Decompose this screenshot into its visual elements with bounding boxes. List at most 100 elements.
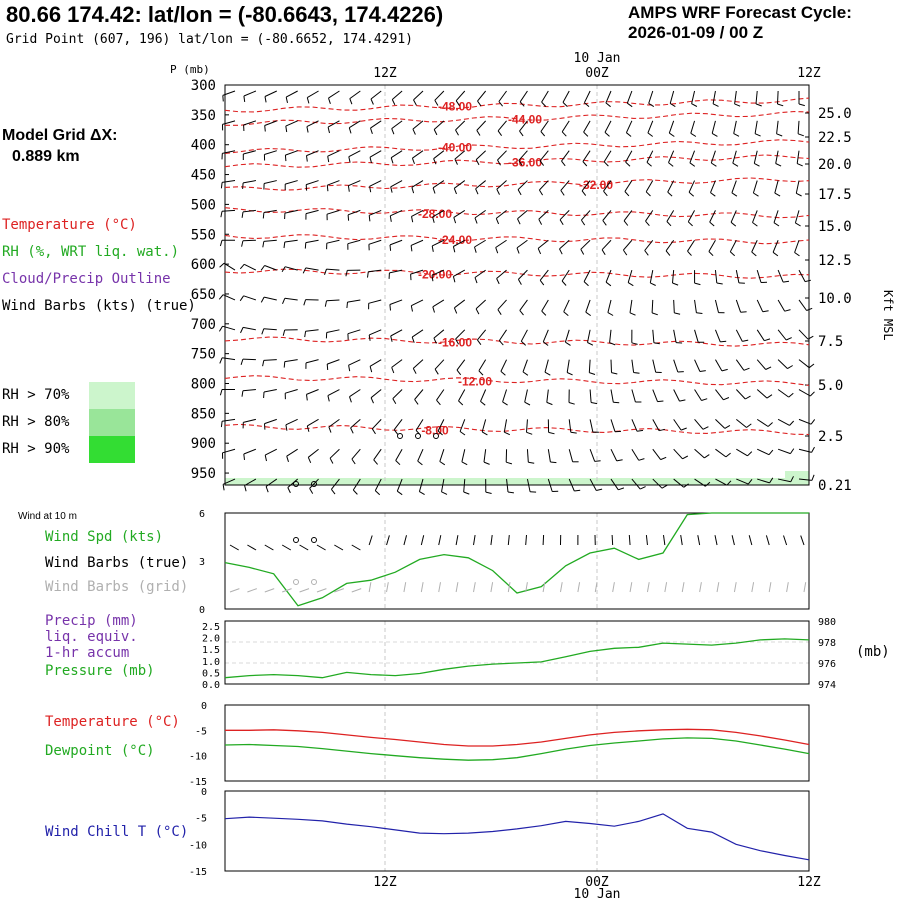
wind-barb-shaft (390, 329, 403, 337)
wind-barb-grid (733, 582, 737, 593)
wind-barb (328, 90, 340, 104)
wind-barb-flag (583, 281, 589, 287)
wind-barb-flag (773, 222, 780, 227)
wind-barb-shaft (714, 329, 721, 343)
isotherm-line (224, 375, 810, 386)
wind-barb (583, 120, 591, 137)
wind-barb (757, 477, 774, 484)
wind-barb-shaft (459, 419, 466, 432)
wind-barb (437, 419, 445, 436)
isotherm-line (224, 268, 810, 279)
wind-barb (796, 150, 803, 167)
top-date-label: 10 Jan (574, 51, 621, 66)
wind-barb-shaft (417, 449, 424, 462)
wind-barb-shaft (539, 269, 549, 281)
wind-barb (348, 120, 361, 134)
wind-barb-flag (411, 158, 415, 164)
wind-barb-shaft (756, 299, 764, 312)
wind-barb-shaft (285, 120, 298, 127)
wind-barb (667, 180, 675, 197)
wind-barb (497, 120, 507, 136)
wind-barb-flag (282, 298, 286, 304)
wind-barb (219, 389, 236, 396)
wind-barb-shaft (610, 389, 614, 403)
wind-barb (733, 120, 740, 137)
wind-barb (496, 180, 507, 195)
dewpoint-line (224, 737, 810, 761)
precip-panel-frame (224, 620, 810, 685)
wind-barb-shaft (519, 90, 528, 103)
wind-barb (519, 90, 528, 107)
wind-barb-shaft (498, 90, 507, 102)
rh-shading-near-surface (225, 478, 809, 485)
wind-barb-shaft (369, 329, 382, 336)
wind-barb-flag (324, 300, 327, 307)
wind-barb (306, 150, 319, 162)
wind-barb-shaft (326, 239, 340, 244)
wind-barb-flag (519, 130, 524, 137)
wind-barb-flag (262, 212, 265, 219)
wind-barb-shaft (605, 269, 612, 283)
wind-barb-shaft (736, 418, 747, 428)
wind-barb-shaft (242, 239, 256, 242)
wind-barb-flag (327, 156, 330, 163)
wind-barb (756, 389, 773, 399)
wind-barb-shaft (456, 359, 466, 371)
wind-barb (757, 448, 774, 456)
wind-barb-true (765, 535, 770, 546)
wind-barb-flag (495, 218, 500, 225)
wind-barb-flag (710, 192, 716, 197)
isotherm-label: -12.00 (458, 375, 492, 389)
isotherm-label: -8.00 (421, 423, 449, 437)
wind-barb-shaft (286, 448, 298, 457)
wind-barb-flag (694, 282, 701, 286)
wind-barb-flag (645, 220, 650, 227)
wind-barb-flag (729, 251, 736, 257)
wind-barb (222, 120, 236, 131)
wind-barb-flag (477, 100, 482, 107)
wind-barb-shaft (474, 209, 486, 219)
wind-barb-flag (601, 249, 606, 256)
bottom-date-label: 10 Jan (574, 887, 621, 900)
isotherm-label: -48.00 (438, 99, 472, 113)
pressure-line (224, 638, 810, 679)
wind-barb-flag (594, 460, 601, 462)
wind-barb-flag (516, 247, 520, 254)
wind-barb-shaft (327, 389, 340, 397)
wind-barb (455, 120, 466, 136)
wind-barb-flag (519, 310, 524, 316)
wind-barb (345, 269, 361, 277)
wind-barb-flag (241, 390, 244, 397)
wind-barb-shaft (690, 120, 696, 134)
wind-barb (794, 240, 800, 257)
wind-chill-line (224, 813, 810, 861)
wind-barb-shaft (689, 150, 696, 163)
wind-barb-shaft (665, 239, 675, 252)
temp-tick-label: -5 (195, 726, 207, 737)
wind-barb-flag (504, 431, 511, 436)
wind-barb-flag (306, 126, 309, 133)
wind-barb-grid (507, 582, 511, 593)
wind-barb-flag (648, 102, 655, 108)
wind-barb-shaft (495, 239, 507, 248)
wind-barb-shaft (481, 419, 487, 433)
wind-barb-shaft (735, 299, 742, 313)
windchill-tick-label: 0 (201, 787, 207, 798)
wind-barb-shaft (538, 210, 549, 220)
wind-barb-shaft (652, 448, 661, 460)
wind-barb-shaft (735, 270, 740, 283)
wind-barb (752, 210, 758, 227)
wind-barb (455, 90, 466, 106)
wind-barb (631, 389, 642, 403)
pressure-unit-label: (mb) (856, 644, 890, 660)
wind-barb (735, 299, 747, 313)
wind-barb (285, 90, 298, 104)
wind-barb-flag (220, 421, 223, 428)
wind-barb-flag (755, 103, 762, 107)
wind-barb-flag (788, 392, 794, 398)
wind-barb-flag (475, 188, 479, 195)
wind-barb-flag (243, 453, 245, 460)
wind-barb (284, 180, 298, 191)
wind-barb-grid (368, 582, 372, 593)
wind-barb-grid (803, 582, 807, 593)
